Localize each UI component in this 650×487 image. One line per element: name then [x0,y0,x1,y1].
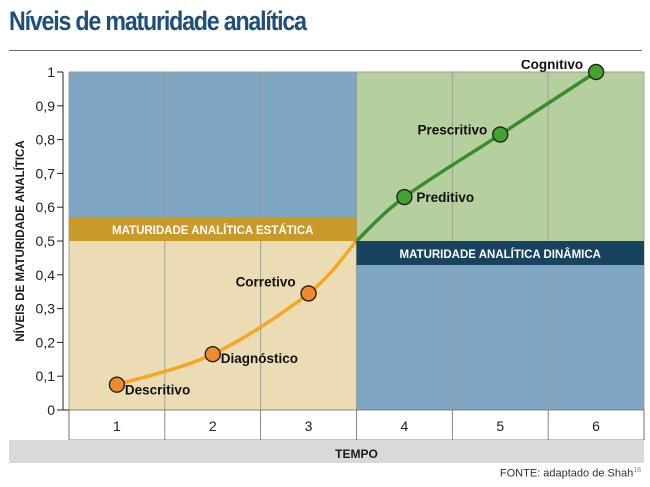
series-line-dynamic [354,70,598,243]
chart-title: Níveis de maturidade analítica [9,6,307,36]
y-tick-label: 0,7 [36,165,56,181]
y-axis-title: NÍVEIS DE MATURIDADE ANALÍTICA [14,140,27,341]
y-tick-label: 0,3 [36,301,56,317]
maturity-chart: 0 0,1 0,2 0,3 0,4 0,5 0,6 0,7 0,8 0,9 1 1 2 3 4 5 6 TEMPO… [9,60,645,463]
data-label: Diagnóstico [221,351,298,366]
y-tick-label: 0,6 [36,199,56,215]
data-point [492,126,509,143]
x-tick-label: 6 [592,418,600,434]
y-tick-label: 0,8 [36,132,56,148]
data-point [396,188,413,206]
x-axis-title: TEMPO [335,447,378,461]
y-tick-label: 0 [47,402,55,418]
dynamic-band [356,241,644,265]
static-region-top [69,72,357,241]
dynamic-region-bottom [356,241,644,410]
data-label: Cognitivo [521,60,583,72]
source-text: FONTE: adaptado de Shah [499,467,634,480]
static-band [69,217,357,241]
series-line-static [115,239,359,387]
x-tick-label: 2 [209,418,217,434]
data-label: Descritivo [125,383,190,398]
y-tick-label: 0,9 [36,98,56,114]
series-layer [115,70,598,387]
source-note: FONTE: adaptado de Shah18 [500,467,641,480]
x-tick-label: 3 [305,418,313,434]
static-band-label: MATURIDADE ANALÍTICA ESTÁTICA [112,224,313,237]
points-layer: Descritivo Diagnóstico Corretivo Preditivo P… [108,60,605,398]
data-point [108,376,126,393]
y-tick-label: 0,1 [36,368,56,384]
background-layer [69,72,644,410]
dynamic-band-label: MATURIDADE ANALÍTICA DINÂMICA [400,248,601,261]
data-label: Corretivo [236,274,296,289]
y-tick-label: 1 [47,64,55,80]
axes-layer: 0 0,1 0,2 0,3 0,4 0,5 0,6 0,7 0,8 0,9 1 1 2 3 4 5 6 TEMPO… [9,64,645,463]
source-ref: 18 [633,467,641,474]
y-tick-label: 0,5 [36,233,56,249]
title-rule [9,50,642,51]
band-layer: MATURIDADE ANALÍTICA ESTÁTICA MATURIDADE … [69,217,644,265]
data-point [300,285,317,302]
data-point [587,63,605,81]
y-tick-label: 0,4 [36,267,56,283]
data-label: Preditivo [416,190,474,205]
y-tick-label: 0,2 [36,334,56,350]
x-axis-title-strip [9,440,644,463]
x-tick-label: 1 [113,418,121,434]
x-tick-label: 5 [496,418,504,434]
data-label: Prescritivo [417,123,487,138]
data-point [204,346,221,363]
dynamic-region-top [356,72,644,241]
x-tick-label: 4 [401,418,409,434]
